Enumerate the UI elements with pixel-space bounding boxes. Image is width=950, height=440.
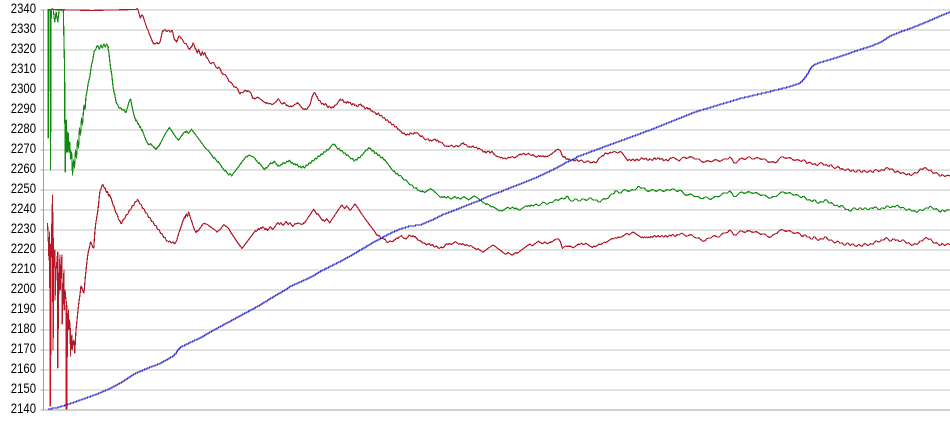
svg-text:2190: 2190 (11, 301, 36, 316)
svg-text:2220: 2220 (11, 241, 36, 256)
svg-text:2230: 2230 (11, 221, 36, 236)
svg-text:2310: 2310 (11, 61, 36, 76)
svg-text:2240: 2240 (11, 201, 36, 216)
svg-text:2180: 2180 (11, 321, 36, 336)
svg-text:2340: 2340 (11, 1, 36, 16)
svg-text:2210: 2210 (11, 261, 36, 276)
svg-text:2270: 2270 (11, 141, 36, 156)
svg-text:2290: 2290 (11, 101, 36, 116)
svg-text:2280: 2280 (11, 121, 36, 136)
svg-text:2150: 2150 (11, 381, 36, 396)
svg-text:2200: 2200 (11, 281, 36, 296)
svg-text:2300: 2300 (11, 81, 36, 96)
svg-text:2160: 2160 (11, 361, 36, 376)
svg-text:2320: 2320 (11, 41, 36, 56)
svg-text:2330: 2330 (11, 21, 36, 36)
svg-text:2250: 2250 (11, 181, 36, 196)
svg-text:2260: 2260 (11, 161, 36, 176)
svg-text:2140: 2140 (11, 401, 36, 416)
svg-text:2170: 2170 (11, 341, 36, 356)
